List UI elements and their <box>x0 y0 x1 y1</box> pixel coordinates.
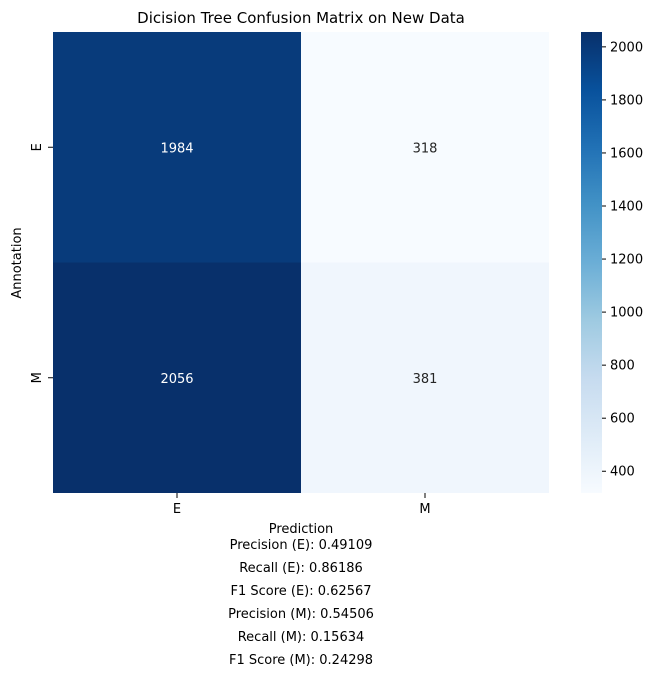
x-tick-label: M <box>419 502 430 517</box>
y-axis-ticks: EM <box>30 143 53 383</box>
x-axis-label: Prediction <box>269 522 334 537</box>
cell-annotation: 2056 <box>160 372 193 387</box>
metric-recall-m: Recall (M): 0.15634 <box>237 630 365 645</box>
colorbar-tick-label: 400 <box>610 465 635 480</box>
cell-annotation: 1984 <box>160 141 193 156</box>
colorbar-tick-label: 600 <box>610 412 635 427</box>
metric-recall-e: Recall (E): 0.86186 <box>239 561 363 576</box>
colorbar-tick-label: 1000 <box>610 306 643 321</box>
heatmap-cell <box>301 262 549 493</box>
heatmap-cells: 1984 318 2056 381 <box>53 32 549 493</box>
metric-f1-e: F1 Score (E): 0.62567 <box>230 584 372 599</box>
cell-annotation: 318 <box>413 141 438 156</box>
y-tick-label: M <box>30 372 45 383</box>
colorbar <box>581 32 602 493</box>
cell-annotation: 381 <box>413 372 438 387</box>
colorbar-tick-label: 1400 <box>610 200 643 215</box>
confusion-matrix-chart: Dicision Tree Confusion Matrix on New Da… <box>10 9 643 537</box>
colorbar-tick-label: 1800 <box>610 93 643 108</box>
heatmap-cell <box>53 32 301 263</box>
colorbar-tick-label: 1200 <box>610 253 643 268</box>
colorbar-tick-label: 1600 <box>610 146 643 161</box>
metric-f1-m: F1 Score (M): 0.24298 <box>228 653 374 668</box>
metric-precision-m: Precision (M): 0.54506 <box>228 607 374 622</box>
chart-title: Dicision Tree Confusion Matrix on New Da… <box>137 9 465 27</box>
metric-precision-e: Precision (E): 0.49109 <box>229 538 373 553</box>
y-axis-label: Annotation <box>10 227 25 298</box>
heatmap-cell <box>301 32 549 263</box>
colorbar-tick-label: 800 <box>610 359 635 374</box>
y-tick-label: E <box>30 143 45 151</box>
x-tick-label: E <box>173 502 181 517</box>
heatmap-cell <box>53 262 301 493</box>
colorbar-ticks: 400 600 800 1000 1200 1400 1600 1800 2000 <box>602 40 643 480</box>
colorbar-tick-label: 2000 <box>610 40 643 55</box>
